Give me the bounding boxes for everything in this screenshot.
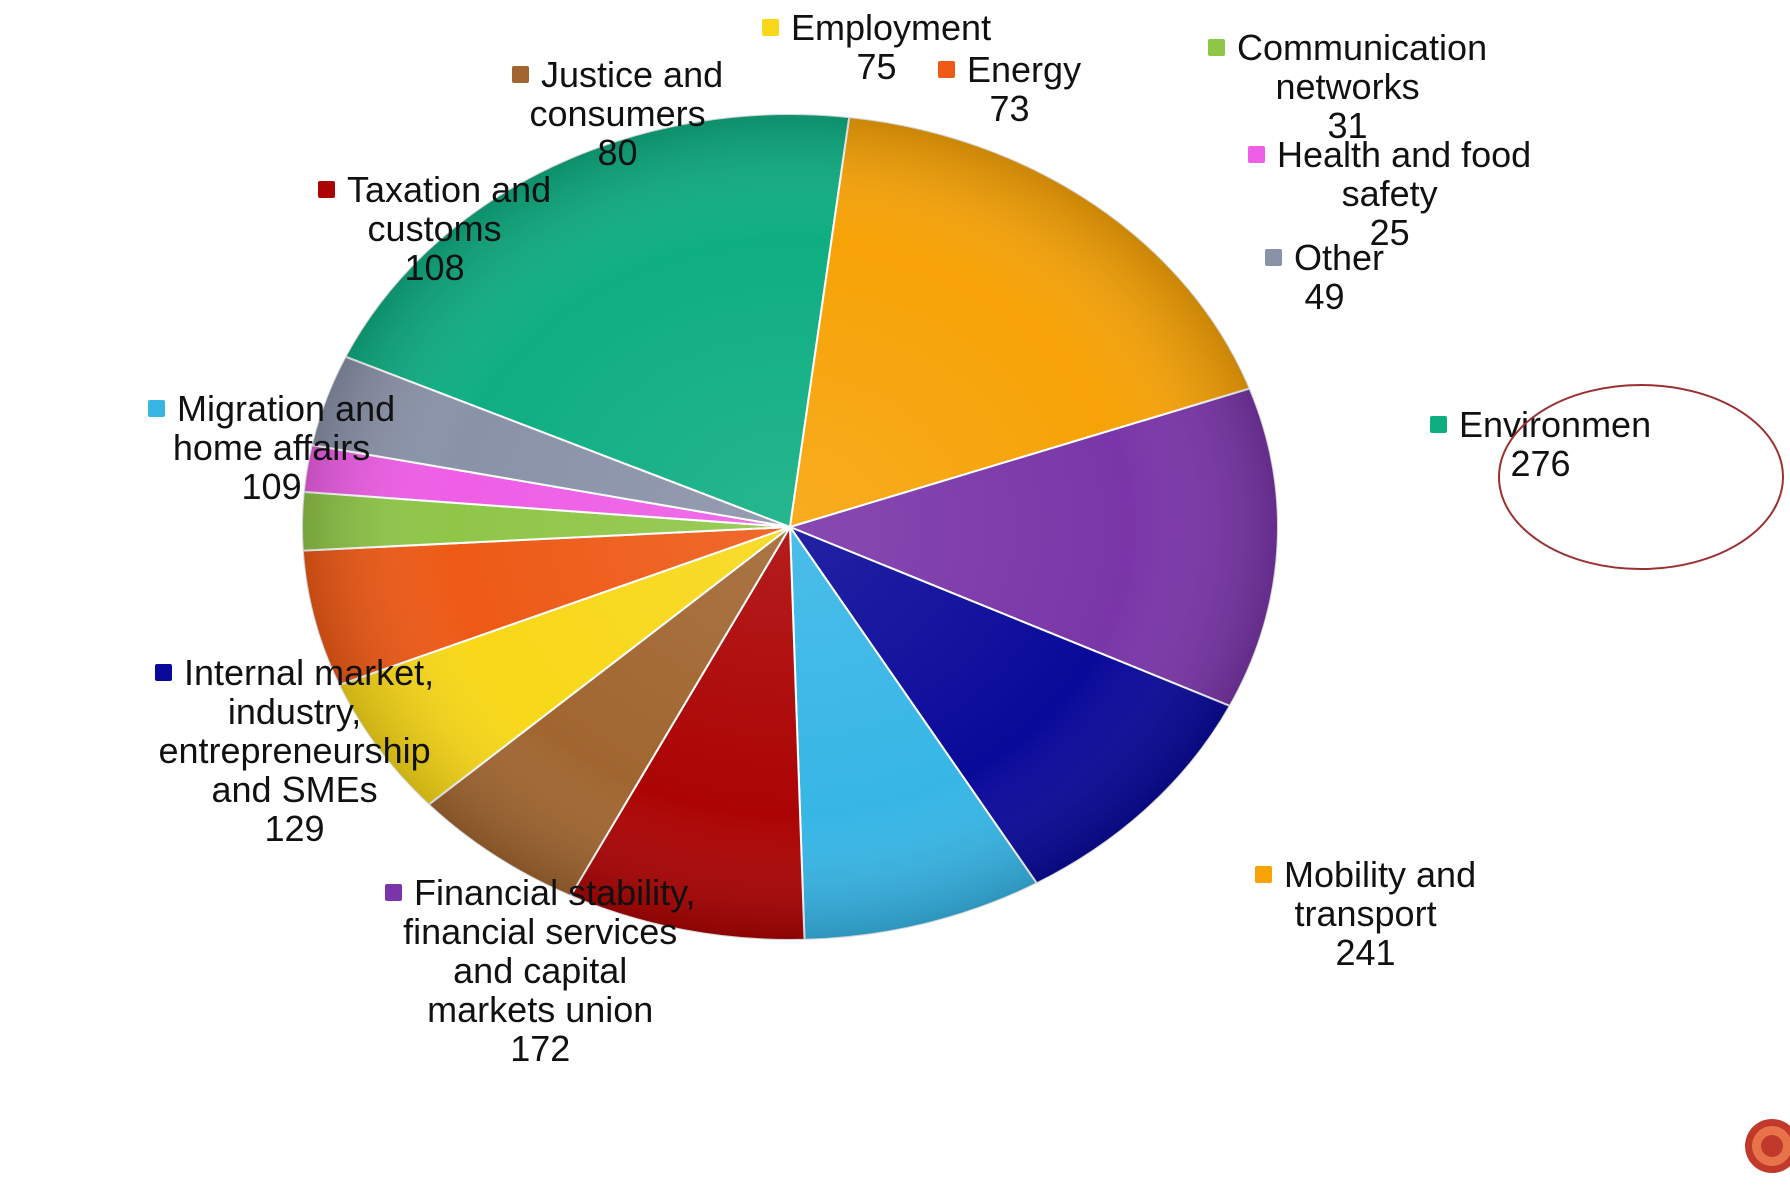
slice-label-text: Health and food <box>1248 135 1531 174</box>
slice-label-line: safety <box>1341 173 1438 214</box>
legend-swatch <box>1255 866 1272 883</box>
slice-label-line: financial services <box>403 911 678 952</box>
slice-label-text: transport <box>1255 894 1476 933</box>
legend-swatch <box>318 181 335 198</box>
slice-label-text: Internal market, <box>155 653 434 692</box>
legend-swatch <box>938 61 955 78</box>
highlight-callout-ellipse <box>1498 384 1784 570</box>
slice-label-line: industry, <box>227 691 362 732</box>
slice-label-text: entrepreneurship <box>155 731 434 770</box>
slice-label-0: Environmen 276 <box>1430 405 1651 483</box>
corner-logo-icon <box>1745 1119 1790 1173</box>
slice-label-text: Environmen <box>1430 405 1651 444</box>
slice-label-text: networks <box>1208 67 1487 106</box>
slice-label-line: markets union <box>427 989 654 1030</box>
slice-label-text: Energy <box>938 50 1081 89</box>
slice-value-label: 241 <box>1335 932 1396 973</box>
slice-label-line: Other <box>1294 237 1385 278</box>
slice-label-line: Employment <box>791 7 992 48</box>
slice-label-line: consumers <box>529 93 706 134</box>
slice-label-6: Justice and consumers 80 <box>512 55 723 172</box>
slice-label-text: Mobility and <box>1255 855 1476 894</box>
slice-label-line: Financial stability, <box>414 872 696 913</box>
slice-label-2: Financial stability, financial services an… <box>385 873 695 1068</box>
slice-label-text: industry, <box>155 692 434 731</box>
slice-label-text: Justice and <box>512 55 723 94</box>
slice-label-text: Communication <box>1208 28 1487 67</box>
slice-label-line: and capital <box>453 950 628 991</box>
slice-value-label: 129 <box>264 808 325 849</box>
slice-label-line: transport <box>1294 893 1437 934</box>
slice-label-text: consumers <box>512 94 723 133</box>
slice-label-text: safety <box>1248 174 1531 213</box>
pie-shading <box>302 114 1278 940</box>
slice-label-line: customs <box>367 208 502 249</box>
slice-label-10: Health and food safety 25 <box>1248 135 1531 252</box>
slice-label-line: Mobility and <box>1284 854 1477 895</box>
slice-value-label: 109 <box>241 466 302 507</box>
slice-label-9: Communication networks 31 <box>1208 28 1487 145</box>
slice-label-line: entrepreneurship <box>158 730 431 771</box>
slice-label-line: Internal market, <box>184 652 435 693</box>
legend-swatch <box>1430 416 1447 433</box>
slice-label-text: Financial stability, <box>385 873 695 912</box>
slice-label-3: Internal market, industry, entrepreneurshi… <box>155 653 434 848</box>
slice-value-label: 108 <box>404 247 465 288</box>
slice-label-line: and SMEs <box>211 769 378 810</box>
slice-label-text: financial services <box>385 912 695 951</box>
slice-label-text: customs <box>318 209 551 248</box>
legend-swatch <box>762 19 779 36</box>
slice-label-line: Communication <box>1237 27 1488 68</box>
slice-label-4: Migration and home affairs 109 <box>148 389 395 506</box>
slice-value-label: 49 <box>1304 276 1345 317</box>
slice-label-5: Taxation and customs 108 <box>318 170 551 287</box>
slice-label-line: Energy <box>967 49 1082 90</box>
slice-label-line: Migration and <box>177 388 396 429</box>
slice-label-text: Migration and <box>148 389 395 428</box>
slice-value-label: 73 <box>989 88 1030 129</box>
slice-label-line: Environmen <box>1459 404 1652 445</box>
legend-swatch <box>1248 146 1265 163</box>
legend-swatch <box>155 664 172 681</box>
slice-label-text: Employment <box>762 8 991 47</box>
legend-swatch <box>1208 39 1225 56</box>
slice-label-7: Employment 75 <box>762 8 991 86</box>
slice-label-line: Justice and <box>541 54 724 95</box>
legend-swatch <box>1265 249 1282 266</box>
slice-label-text: Taxation and <box>318 170 551 209</box>
slice-label-1: Mobility and transport 241 <box>1255 855 1476 972</box>
slice-label-11: Other 49 <box>1265 238 1384 316</box>
slice-value-label: 31 <box>1327 105 1368 146</box>
slice-label-text: Other <box>1265 238 1384 277</box>
slice-value-label: 172 <box>510 1028 571 1069</box>
slice-label-line: networks <box>1275 66 1420 107</box>
slice-value-label: 75 <box>856 46 897 87</box>
slice-label-line: Health and food <box>1277 134 1532 175</box>
slice-value-label: 80 <box>597 132 638 173</box>
slice-label-line: home affairs <box>172 427 371 468</box>
legend-swatch <box>512 66 529 83</box>
slice-label-text: and SMEs <box>155 770 434 809</box>
legend-swatch <box>148 400 165 417</box>
slice-label-line: Taxation and <box>347 169 552 210</box>
slice-label-text: and capital <box>385 951 695 990</box>
slice-value-label: 25 <box>1369 212 1410 253</box>
slice-value-label: 276 <box>1510 443 1571 484</box>
legend-swatch <box>385 884 402 901</box>
slice-label-text: home affairs <box>148 428 395 467</box>
slice-label-text: markets union <box>385 990 695 1029</box>
slice-label-8: Energy 73 <box>938 50 1081 128</box>
